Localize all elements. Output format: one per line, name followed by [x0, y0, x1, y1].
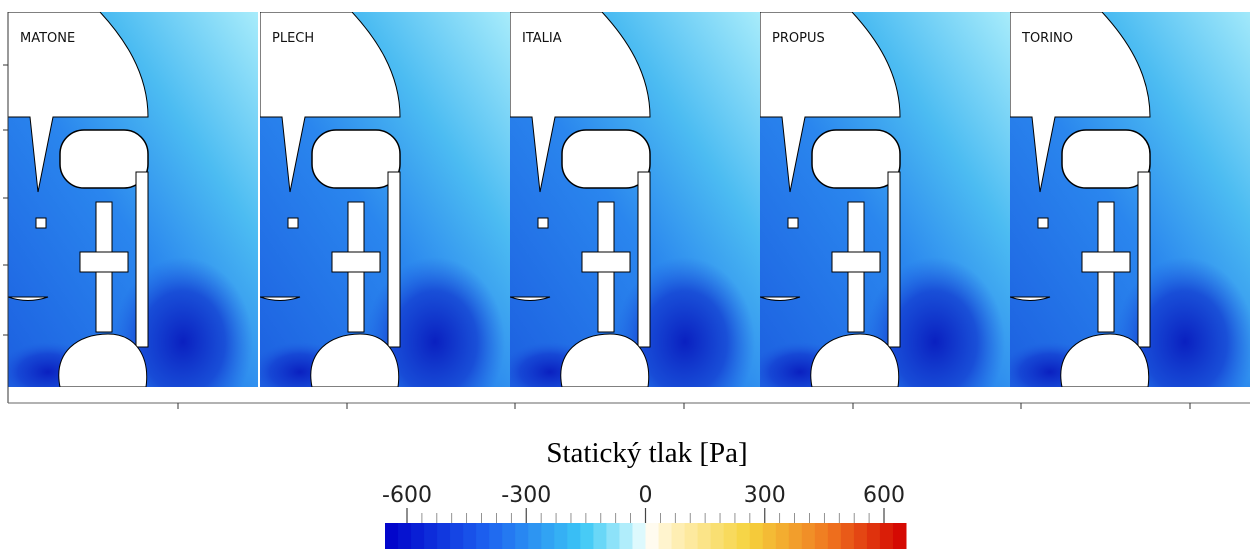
- colorbar-tick-label: -300: [501, 483, 551, 508]
- flow-panel: TORINO: [1010, 12, 1250, 387]
- colorbar-band: [463, 523, 477, 549]
- colorbar-band: [645, 523, 660, 549]
- colorbar-band: [710, 523, 725, 549]
- colorbar-tick-label: -600: [382, 483, 432, 508]
- colorbar-band: [580, 523, 594, 549]
- panel-label: MATONE: [20, 31, 75, 46]
- colorbar-tick-label: 600: [863, 483, 905, 508]
- panels: MATONE PLECH ITALIA PROPUS TORINO: [8, 12, 1250, 387]
- colorbar-band: [398, 523, 412, 549]
- colorbar-band: [489, 523, 503, 549]
- colorbar-band: [437, 523, 451, 549]
- colorbar-band: [749, 523, 764, 549]
- colorbar: -600 -300 0 300 600: [382, 483, 907, 549]
- colorbar-band: [866, 523, 881, 549]
- colorbar-band: [554, 523, 568, 549]
- flow-panel: PLECH: [260, 12, 510, 387]
- colorbar-band: [606, 523, 620, 549]
- panel-label: ITALIA: [522, 31, 562, 46]
- panel-label: TORINO: [1021, 31, 1073, 46]
- colorbar-band: [385, 523, 399, 549]
- colorbar-band: [723, 523, 738, 549]
- colorbar-band: [567, 523, 581, 549]
- colorbar-band: [528, 523, 542, 549]
- colorbar-tick-label: 300: [744, 483, 786, 508]
- panel-field: [260, 12, 510, 387]
- colorbar-band: [814, 523, 829, 549]
- flow-panel: MATONE: [8, 12, 258, 387]
- colorbar-band: [515, 523, 529, 549]
- colorbar-band: [788, 523, 803, 549]
- colorbar-title: Statický tlak [Pa]: [546, 437, 747, 469]
- colorbar-band: [879, 523, 894, 549]
- colorbar-band: [632, 523, 646, 549]
- colorbar-band: [671, 523, 686, 549]
- colorbar-band: [424, 523, 438, 549]
- colorbar-band: [619, 523, 633, 549]
- colorbar-band: [827, 523, 842, 549]
- panel-field: [760, 12, 1010, 387]
- colorbar-band: [476, 523, 490, 549]
- colorbar-band: [840, 523, 855, 549]
- colorbar-band: [853, 523, 868, 549]
- colorbar-band: [411, 523, 425, 549]
- colorbar-band: [502, 523, 516, 549]
- colorbar-band: [593, 523, 607, 549]
- flow-panel: ITALIA: [510, 12, 760, 387]
- colorbar-band: [658, 523, 673, 549]
- flow-panel: PROPUS: [760, 12, 1010, 387]
- colorbar-band: [541, 523, 555, 549]
- colorbar-band: [450, 523, 464, 549]
- panel-label: PLECH: [272, 31, 314, 46]
- panel-field: [1010, 12, 1250, 387]
- panel-label: PROPUS: [772, 31, 825, 46]
- colorbar-tick-label: 0: [639, 483, 653, 508]
- colorbar-band: [892, 523, 907, 549]
- colorbar-band: [775, 523, 790, 549]
- colorbar-band: [684, 523, 699, 549]
- panel-field: [8, 12, 258, 387]
- colorbar-band: [697, 523, 712, 549]
- colorbar-band: [762, 523, 777, 549]
- colorbar-band: [801, 523, 816, 549]
- colorbar-band: [736, 523, 751, 549]
- panel-field: [510, 12, 760, 387]
- axes: [3, 12, 1250, 409]
